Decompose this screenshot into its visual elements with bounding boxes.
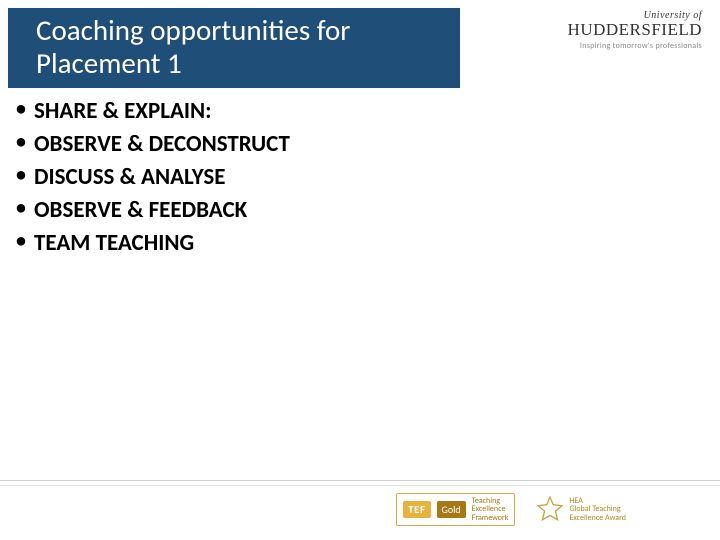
list-item: DISCUSS & ANALYSE — [14, 162, 654, 193]
footer-rule — [0, 485, 720, 486]
list-item: OBSERVE & FEEDBACK — [14, 195, 654, 226]
logo-line2: HUDDERSFIELD — [482, 20, 702, 40]
title-bar: Coaching opportunities for Placement 1 — [8, 8, 460, 88]
university-logo: University of HUDDERSFIELD Inspiring tom… — [482, 10, 702, 51]
slide: Coaching opportunities for Placement 1 U… — [0, 0, 720, 540]
hea-badge: HEA Global Teaching Excellence Award — [533, 494, 630, 524]
list-item: TEAM TEACHING — [14, 228, 654, 259]
content-area: SHARE & EXPLAIN: OBSERVE & DECONSTRUCT D… — [14, 96, 654, 261]
list-item: OBSERVE & DECONSTRUCT — [14, 129, 654, 160]
star-icon — [537, 496, 563, 522]
hea-text: HEA Global Teaching Excellence Award — [569, 497, 626, 522]
tef-box: TEF — [403, 501, 430, 518]
slide-title: Coaching opportunities for Placement 1 — [36, 14, 440, 81]
list-item: SHARE & EXPLAIN: — [14, 96, 654, 127]
footer: TEF Gold Teaching Excellence Framework H… — [0, 480, 720, 540]
tef-text-3: Framework — [472, 513, 509, 523]
tef-badge: TEF Gold Teaching Excellence Framework — [396, 493, 515, 526]
logo-tagline: Inspiring tomorrow's professionals — [482, 41, 702, 51]
hea-text-2: Excellence Award — [569, 513, 626, 523]
bullet-list: SHARE & EXPLAIN: OBSERVE & DECONSTRUCT D… — [14, 96, 654, 259]
tef-text: Teaching Excellence Framework — [472, 497, 509, 522]
footer-badges: TEF Gold Teaching Excellence Framework H… — [396, 493, 630, 526]
tef-gold: Gold — [437, 501, 466, 518]
